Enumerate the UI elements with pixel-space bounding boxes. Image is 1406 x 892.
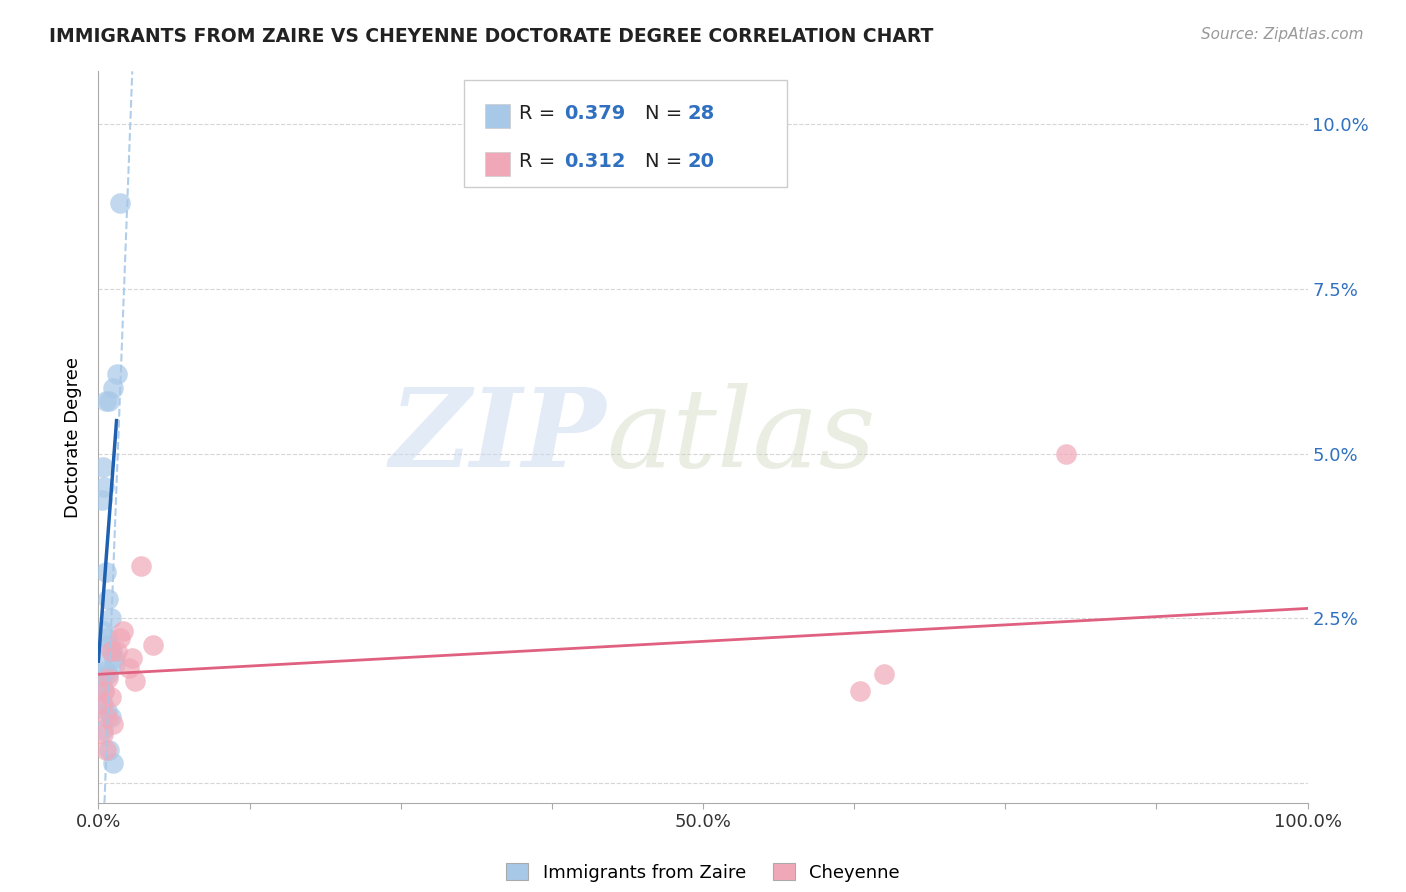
Point bbox=[93, 683, 115, 698]
Point bbox=[91, 492, 114, 507]
Point bbox=[100, 710, 122, 724]
Point bbox=[91, 459, 114, 474]
Text: 0.312: 0.312 bbox=[564, 152, 626, 171]
Point bbox=[91, 697, 114, 711]
Point bbox=[101, 756, 124, 771]
Point bbox=[105, 644, 128, 658]
Point bbox=[94, 664, 117, 678]
Point bbox=[94, 393, 117, 408]
Point bbox=[121, 650, 143, 665]
Point bbox=[96, 704, 118, 718]
Text: 28: 28 bbox=[688, 103, 714, 123]
Point bbox=[91, 677, 114, 691]
Point bbox=[849, 683, 872, 698]
Y-axis label: Doctorate Degree: Doctorate Degree bbox=[65, 357, 83, 517]
Point bbox=[101, 716, 124, 731]
Point bbox=[93, 479, 115, 493]
Point bbox=[111, 624, 134, 639]
Point bbox=[96, 710, 118, 724]
Point bbox=[100, 644, 122, 658]
Point bbox=[91, 726, 114, 740]
Point bbox=[118, 661, 141, 675]
Text: R =: R = bbox=[519, 103, 561, 123]
Point bbox=[98, 393, 121, 408]
Point bbox=[97, 667, 120, 681]
Point bbox=[873, 667, 896, 681]
Text: 20: 20 bbox=[688, 152, 714, 171]
Point bbox=[90, 654, 112, 668]
Point bbox=[101, 381, 124, 395]
Point bbox=[91, 723, 114, 738]
Text: atlas: atlas bbox=[606, 384, 876, 491]
Point bbox=[97, 591, 120, 606]
Point bbox=[100, 690, 122, 705]
Text: N =: N = bbox=[645, 152, 689, 171]
Text: N =: N = bbox=[645, 103, 689, 123]
Point bbox=[108, 631, 131, 645]
Text: 0.379: 0.379 bbox=[564, 103, 626, 123]
Point bbox=[100, 644, 122, 658]
Point bbox=[103, 650, 125, 665]
Point bbox=[1054, 446, 1077, 460]
Point bbox=[100, 611, 122, 625]
Point bbox=[91, 697, 114, 711]
Legend: Immigrants from Zaire, Cheyenne: Immigrants from Zaire, Cheyenne bbox=[499, 856, 907, 888]
Point bbox=[108, 196, 131, 211]
Point bbox=[98, 638, 121, 652]
Point bbox=[91, 624, 114, 639]
Text: IMMIGRANTS FROM ZAIRE VS CHEYENNE DOCTORATE DEGREE CORRELATION CHART: IMMIGRANTS FROM ZAIRE VS CHEYENNE DOCTOR… bbox=[49, 27, 934, 45]
Point bbox=[94, 743, 117, 757]
Point bbox=[93, 683, 115, 698]
Text: Source: ZipAtlas.com: Source: ZipAtlas.com bbox=[1201, 27, 1364, 42]
Text: R =: R = bbox=[519, 152, 561, 171]
Point bbox=[124, 673, 146, 688]
Point bbox=[94, 565, 117, 579]
Point bbox=[104, 657, 127, 672]
Point bbox=[98, 743, 121, 757]
Point bbox=[142, 638, 165, 652]
Point bbox=[97, 671, 120, 685]
Point bbox=[105, 368, 128, 382]
Text: ZIP: ZIP bbox=[389, 384, 606, 491]
Point bbox=[96, 631, 118, 645]
Point bbox=[129, 558, 152, 573]
